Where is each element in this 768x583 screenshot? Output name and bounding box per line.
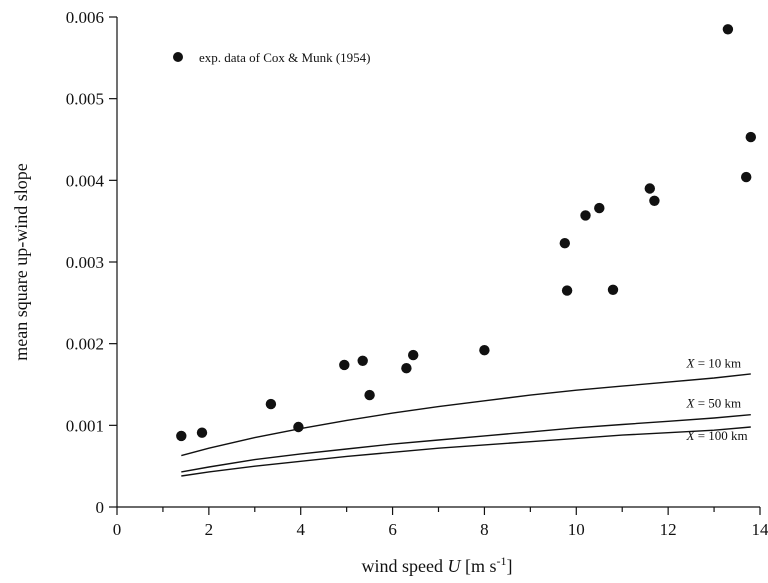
data-point [594, 202, 605, 214]
y-tick-label: 0.001 [66, 416, 104, 435]
curve-line [181, 373, 751, 457]
data-point [408, 349, 419, 361]
y-tick-label: 0.006 [66, 8, 104, 27]
x-tick-label: 4 [296, 520, 305, 539]
data-point [401, 363, 412, 374]
curve-line [181, 426, 751, 477]
axes: 0 2 4 6 8 10 12 14 0 0.001 0.002 0.003 0.004 0.005 0.0… [66, 8, 768, 539]
y-tick-label: 0.005 [66, 90, 104, 109]
x-tick-label: 8 [480, 520, 489, 539]
y-tick-label: 0.003 [66, 253, 104, 272]
x-tick-label: 2 [205, 520, 214, 539]
data-point [265, 398, 277, 410]
curve-line [181, 414, 751, 473]
data-point [339, 359, 350, 371]
y-tick-label: 0.002 [66, 335, 104, 354]
data-point [561, 285, 573, 296]
y-tick-label: 0 [96, 498, 105, 517]
data-point [364, 389, 375, 401]
data-point [479, 345, 490, 356]
curve-label-value: = 50 km [694, 395, 741, 410]
curve-label-symbol: X [686, 428, 696, 443]
legend: exp. data of Cox & Munk (1954) [173, 50, 371, 65]
curve-label: X = 10 km [686, 355, 742, 370]
data-point [644, 183, 655, 194]
data-point [741, 171, 752, 183]
data-point [607, 284, 619, 295]
curve-label: X = 100 km [686, 428, 748, 443]
data-point [649, 195, 660, 206]
x-tick-label: 12 [660, 520, 677, 539]
data-point [559, 238, 570, 249]
curve-label-value: = 100 km [694, 428, 747, 443]
data-point [357, 355, 368, 366]
x-axis-title-unit-sup: -1 [496, 554, 506, 568]
x-axis-title-unit-end: ] [506, 556, 512, 576]
x-axis-title-unit: [m s [460, 556, 496, 576]
x-tick-label: 10 [568, 520, 585, 539]
x-axis-title-prefix: wind speed [362, 556, 448, 576]
data-point [745, 131, 756, 143]
y-tick-label: 0.004 [66, 171, 105, 190]
data-point [176, 430, 187, 442]
data-point [196, 427, 208, 438]
data-point [722, 24, 734, 35]
x-axis-title: wind speed U [m s-1] [362, 554, 513, 576]
y-axis-title: mean square up-wind slope [11, 163, 31, 360]
legend-label: exp. data of Cox & Munk (1954) [199, 50, 371, 65]
data-point [293, 421, 304, 433]
curve-label: X = 50 km [686, 395, 742, 410]
curve-label-symbol: X [686, 355, 696, 370]
x-tick-label: 6 [388, 520, 397, 539]
data-points [176, 24, 756, 442]
data-point [580, 210, 591, 221]
x-tick-label: 14 [752, 520, 768, 539]
x-axis-title-symbol: U [447, 556, 461, 576]
legend-marker [173, 52, 183, 62]
model-curves: X = 10 kmX = 50 kmX = 100 km [181, 355, 751, 477]
curve-label-value: = 10 km [694, 355, 741, 370]
x-tick-label: 0 [113, 520, 122, 539]
curve-label-symbol: X [686, 395, 696, 410]
